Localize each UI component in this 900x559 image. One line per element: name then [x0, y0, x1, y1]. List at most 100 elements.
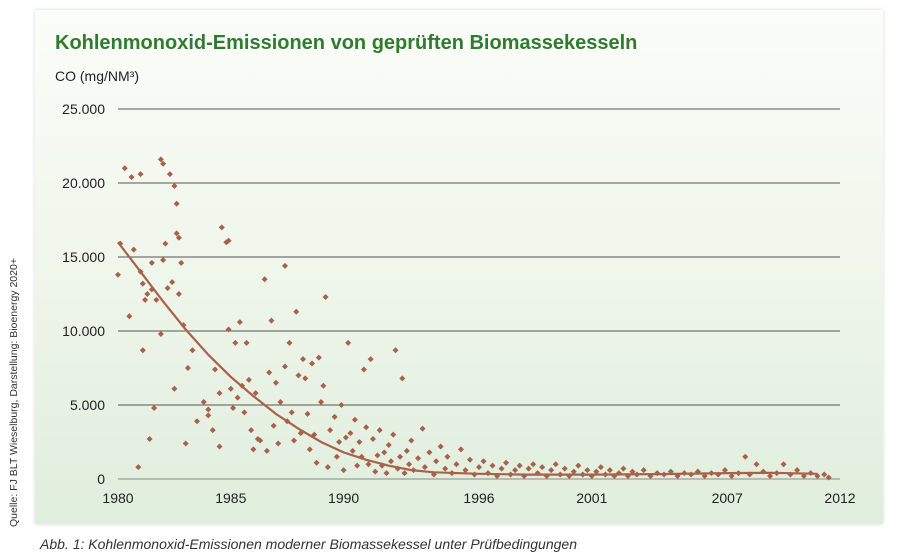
data-point: [139, 280, 146, 287]
y-axis-label: CO (mg/NM³): [55, 68, 139, 84]
data-point: [360, 366, 367, 373]
data-point: [597, 464, 604, 471]
data-point: [584, 467, 591, 474]
data-point: [552, 461, 559, 468]
data-point: [390, 431, 397, 438]
data-point: [503, 459, 510, 466]
data-point: [753, 461, 760, 468]
data-point: [401, 470, 408, 477]
data-point: [561, 465, 568, 472]
data-point: [331, 413, 338, 420]
data-point: [794, 467, 801, 474]
data-point: [480, 458, 487, 465]
data-point: [130, 246, 137, 253]
data-point: [367, 356, 374, 363]
y-tick-label: 20.000: [62, 175, 105, 191]
data-point: [320, 382, 327, 389]
data-points: [115, 156, 832, 481]
data-point: [293, 308, 300, 315]
data-point: [160, 160, 167, 167]
data-point: [406, 461, 413, 468]
data-point: [340, 467, 347, 474]
data-point: [236, 319, 243, 326]
data-point: [575, 462, 582, 469]
figure-caption: Abb. 1: Kohlenmonoxid-Emissionen moderne…: [40, 536, 577, 552]
data-point: [200, 399, 207, 406]
data-point: [137, 171, 144, 178]
data-point: [322, 293, 329, 300]
data-point: [257, 437, 264, 444]
data-point: [489, 462, 496, 469]
data-point: [315, 354, 322, 361]
data-point: [164, 285, 171, 292]
data-point: [166, 171, 173, 178]
data-point: [728, 473, 735, 480]
data-point: [333, 453, 340, 460]
data-point: [403, 447, 410, 454]
data-point: [539, 464, 546, 471]
data-point: [324, 464, 331, 471]
data-point: [173, 230, 180, 237]
data-point: [629, 468, 636, 475]
data-point: [512, 467, 519, 474]
data-point: [169, 279, 176, 286]
data-point: [295, 372, 302, 379]
data-point: [351, 416, 358, 423]
data-point: [216, 390, 223, 397]
data-point: [347, 430, 354, 437]
gridlines: [118, 108, 840, 480]
data-point: [306, 446, 313, 453]
data-point: [437, 443, 444, 450]
data-point: [193, 418, 200, 425]
data-point: [606, 467, 613, 474]
data-point: [821, 471, 828, 478]
data-point: [426, 449, 433, 456]
data-point: [374, 452, 381, 459]
data-point: [530, 461, 537, 468]
x-tick-label: 1985: [215, 490, 246, 506]
data-point: [383, 470, 390, 477]
data-point: [139, 347, 146, 354]
data-point: [462, 467, 469, 474]
data-point: [304, 410, 311, 417]
data-point: [721, 467, 728, 474]
data-point: [171, 385, 178, 392]
data-point: [349, 447, 356, 454]
data-point: [205, 412, 212, 419]
data-point: [182, 440, 189, 447]
data-point: [369, 436, 376, 443]
data-point: [275, 440, 282, 447]
data-point: [148, 259, 155, 266]
data-point: [780, 461, 787, 468]
data-point: [232, 339, 239, 346]
data-point: [173, 200, 180, 207]
data-point: [548, 467, 555, 474]
data-point: [121, 165, 128, 172]
data-point: [466, 456, 473, 463]
data-point: [457, 446, 464, 453]
trend-line: [117, 241, 818, 476]
data-point: [399, 375, 406, 382]
data-point: [392, 347, 399, 354]
data-point: [270, 422, 277, 429]
data-point: [205, 406, 212, 413]
data-point: [277, 399, 284, 406]
x-tick-label: 2007: [712, 490, 743, 506]
data-point: [178, 259, 185, 266]
data-point: [376, 427, 383, 434]
data-point: [290, 437, 297, 444]
data-point: [144, 291, 151, 297]
data-point: [184, 365, 191, 371]
data-point: [385, 441, 392, 448]
data-point: [263, 447, 270, 454]
x-tick-label: 2001: [576, 490, 607, 506]
data-point: [593, 468, 600, 475]
data-point: [415, 455, 422, 462]
x-tick-label: 1996: [463, 490, 494, 506]
data-point: [309, 360, 316, 367]
data-point: [476, 464, 482, 471]
data-point: [640, 467, 647, 474]
data-point: [209, 427, 216, 434]
data-point: [570, 468, 577, 475]
data-point: [336, 439, 343, 445]
